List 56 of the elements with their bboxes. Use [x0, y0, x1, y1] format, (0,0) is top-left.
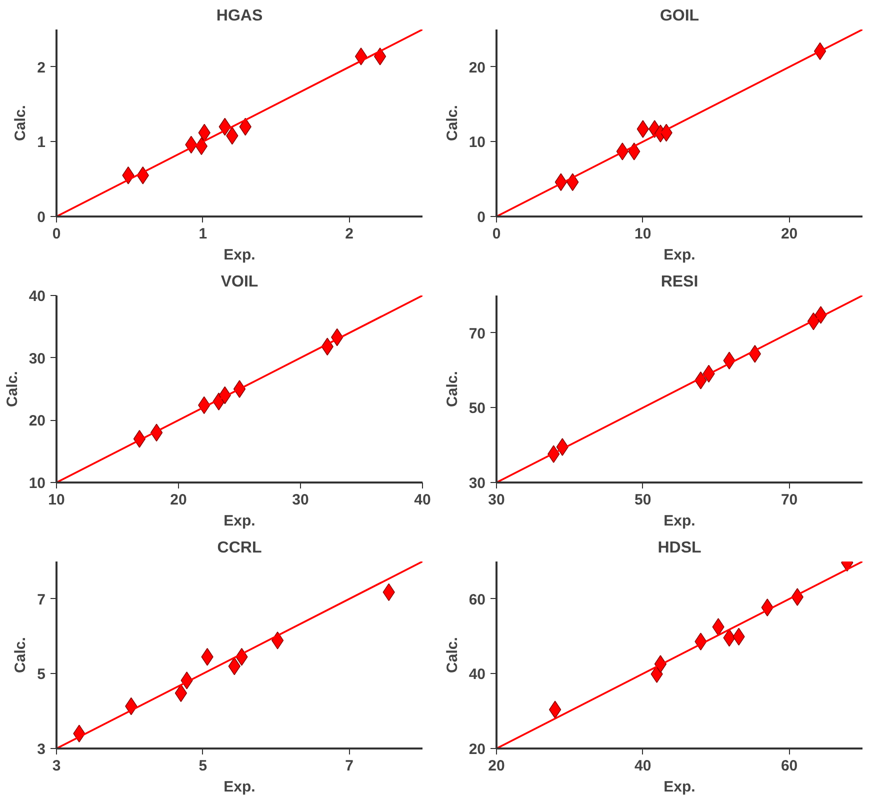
chart-title: GOIL — [660, 8, 700, 24]
x-tick-label: 70 — [780, 492, 798, 508]
x-tick-label: 5 — [198, 758, 208, 774]
y-tick-label: 30 — [28, 350, 46, 368]
x-axis-title: Exp. — [224, 246, 256, 264]
y-tick-label: 40 — [28, 288, 46, 305]
y-tick-label: 60 — [468, 591, 486, 608]
x-tick-label: 3 — [52, 758, 61, 774]
y-tick-label: 20 — [468, 59, 486, 76]
chart-title: RESI — [660, 274, 698, 290]
chart-title: HDSL — [658, 540, 702, 556]
x-tick-label: 30 — [488, 492, 505, 508]
y-axis-title: Calc. — [444, 105, 461, 141]
y-axis-title: Calc. — [12, 105, 30, 141]
y-tick-label: 20 — [468, 741, 486, 758]
x-tick-label: 10 — [48, 492, 65, 508]
x-tick-label: 20 — [170, 492, 187, 508]
y-tick-label: 40 — [468, 666, 486, 684]
x-axis-title: Exp. — [664, 246, 696, 264]
chart-title: HGAS — [216, 8, 263, 24]
x-axis-title: Exp. — [224, 778, 256, 796]
x-axis-title: Exp. — [664, 778, 696, 796]
y-axis-title: Calc. — [444, 371, 461, 407]
y-tick-label: 10 — [28, 475, 46, 492]
x-tick-label: 1 — [198, 226, 208, 242]
x-tick-label: 0 — [492, 226, 501, 242]
x-tick-label: 20 — [780, 226, 798, 242]
chart-title: CCRL — [217, 540, 262, 556]
y-tick-label: 7 — [37, 591, 46, 608]
chart-title: VOIL — [220, 274, 258, 290]
y-tick-label: 0 — [477, 209, 486, 226]
y-tick-label: 30 — [468, 475, 486, 492]
y-tick-label: 3 — [37, 741, 46, 758]
y-tick-label: 5 — [37, 666, 46, 684]
x-tick-label: 0 — [52, 226, 61, 242]
y-axis-title: Calc. — [444, 637, 461, 673]
x-tick-label: 50 — [634, 492, 652, 508]
x-tick-label: 40 — [634, 758, 652, 774]
x-tick-label: 60 — [780, 758, 798, 774]
y-tick-label: 1 — [37, 134, 46, 152]
x-axis-title: Exp. — [664, 512, 696, 530]
x-tick-label: 20 — [488, 758, 505, 774]
x-tick-label: 30 — [292, 492, 309, 508]
y-tick-label: 0 — [37, 209, 46, 226]
x-axis-title: Exp. — [224, 512, 256, 530]
y-tick-label: 20 — [28, 412, 46, 430]
y-tick-label: 10 — [468, 134, 486, 152]
x-tick-label: 7 — [345, 758, 354, 774]
x-tick-label: 10 — [634, 226, 652, 242]
y-tick-label: 50 — [468, 400, 486, 418]
x-tick-label: 40 — [414, 492, 431, 508]
y-axis-title: Calc. — [12, 637, 30, 673]
x-tick-label: 2 — [345, 226, 354, 242]
y-tick-label: 2 — [37, 59, 46, 76]
y-axis-title: Calc. — [4, 371, 21, 407]
y-tick-label: 70 — [468, 325, 486, 342]
